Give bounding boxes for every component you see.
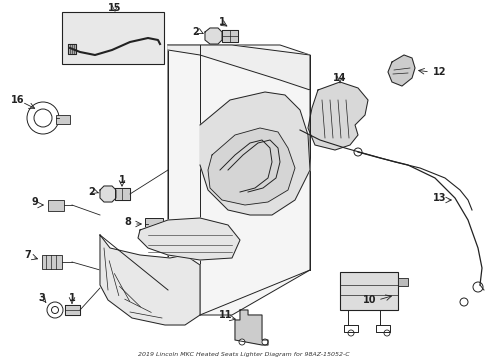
- FancyBboxPatch shape: [48, 200, 64, 211]
- Polygon shape: [222, 30, 238, 42]
- Text: 4: 4: [211, 130, 218, 140]
- Polygon shape: [168, 45, 309, 315]
- Polygon shape: [168, 45, 309, 90]
- Text: 1: 1: [119, 175, 125, 185]
- Polygon shape: [307, 82, 367, 150]
- Polygon shape: [387, 55, 414, 86]
- Text: 10: 10: [363, 295, 376, 305]
- Circle shape: [47, 302, 63, 318]
- Polygon shape: [100, 186, 116, 202]
- Text: 11: 11: [219, 310, 232, 320]
- Circle shape: [224, 159, 230, 165]
- Text: 1: 1: [68, 293, 75, 303]
- FancyBboxPatch shape: [339, 272, 397, 310]
- Text: 9: 9: [32, 197, 38, 207]
- Circle shape: [51, 306, 59, 314]
- Text: 14: 14: [332, 73, 346, 83]
- Polygon shape: [65, 305, 80, 315]
- Polygon shape: [68, 44, 76, 54]
- Circle shape: [221, 155, 235, 169]
- FancyBboxPatch shape: [56, 115, 70, 124]
- Polygon shape: [115, 188, 130, 200]
- Text: 8: 8: [124, 217, 131, 227]
- Circle shape: [34, 109, 52, 127]
- Circle shape: [239, 339, 244, 345]
- Circle shape: [472, 282, 482, 292]
- Text: 13: 13: [432, 193, 446, 203]
- Polygon shape: [138, 218, 240, 260]
- FancyBboxPatch shape: [145, 218, 163, 230]
- Text: 2: 2: [88, 187, 95, 197]
- FancyBboxPatch shape: [42, 255, 62, 269]
- Text: 7: 7: [24, 250, 31, 260]
- FancyBboxPatch shape: [397, 278, 407, 286]
- Circle shape: [347, 330, 353, 336]
- Text: 1: 1: [218, 17, 225, 27]
- Polygon shape: [207, 128, 294, 205]
- Text: 2019 Lincoln MKC Heated Seats Lighter Diagram for 98AZ-15052-C: 2019 Lincoln MKC Heated Seats Lighter Di…: [138, 352, 349, 357]
- Circle shape: [27, 102, 59, 134]
- Polygon shape: [235, 310, 267, 345]
- Polygon shape: [238, 148, 254, 162]
- Text: 3: 3: [39, 293, 45, 303]
- Polygon shape: [100, 235, 200, 325]
- Circle shape: [353, 148, 361, 156]
- Text: 15: 15: [108, 3, 122, 13]
- Text: 12: 12: [432, 67, 446, 77]
- Polygon shape: [200, 92, 309, 215]
- Circle shape: [262, 339, 267, 345]
- Circle shape: [383, 330, 389, 336]
- Text: 6: 6: [221, 167, 228, 177]
- Text: 2: 2: [192, 27, 199, 37]
- Polygon shape: [204, 28, 222, 44]
- Circle shape: [459, 298, 467, 306]
- FancyBboxPatch shape: [62, 12, 163, 64]
- Polygon shape: [207, 144, 225, 162]
- Text: 16: 16: [11, 95, 25, 105]
- Text: 5: 5: [244, 135, 251, 145]
